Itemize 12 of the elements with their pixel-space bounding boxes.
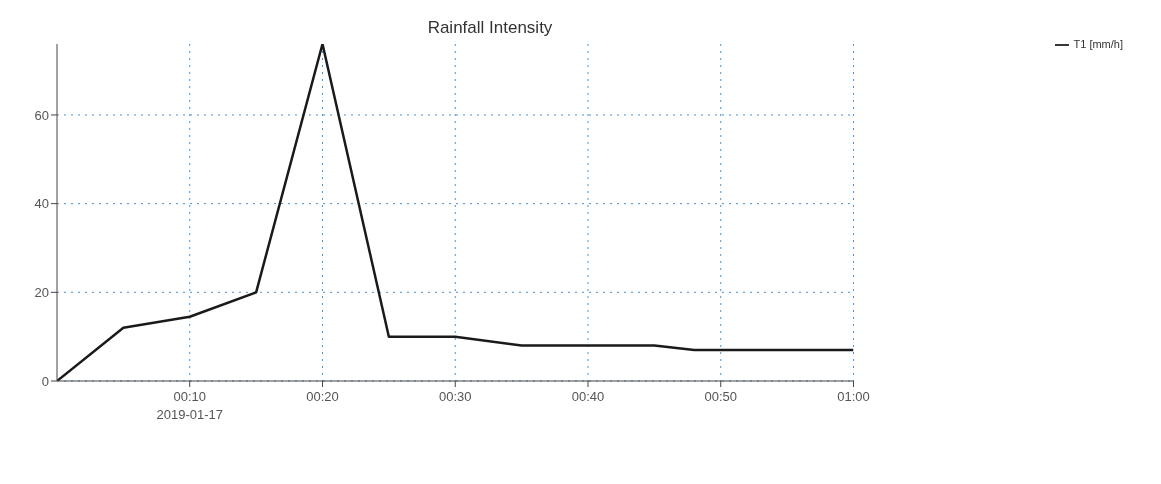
y-tick-label: 40 (34, 196, 49, 212)
x-tick-label: 01:00 (837, 389, 870, 404)
x-tick-label: 00:10 2019-01-17 (156, 389, 223, 422)
y-tick-label: 0 (41, 373, 49, 389)
x-tick-label: 00:50 (704, 389, 738, 404)
y-tick-label: 60 (34, 107, 49, 123)
y-tick-label: 20 (34, 284, 49, 300)
x-tick-label: 00:30 (438, 389, 472, 404)
x-tick-label: 00:20 (306, 389, 339, 404)
legend-label: T1 [mm/h] (1073, 38, 1123, 50)
chart-title: Rainfall Intensity (426, 18, 554, 38)
x-tick-label: 00:40 (571, 389, 605, 404)
